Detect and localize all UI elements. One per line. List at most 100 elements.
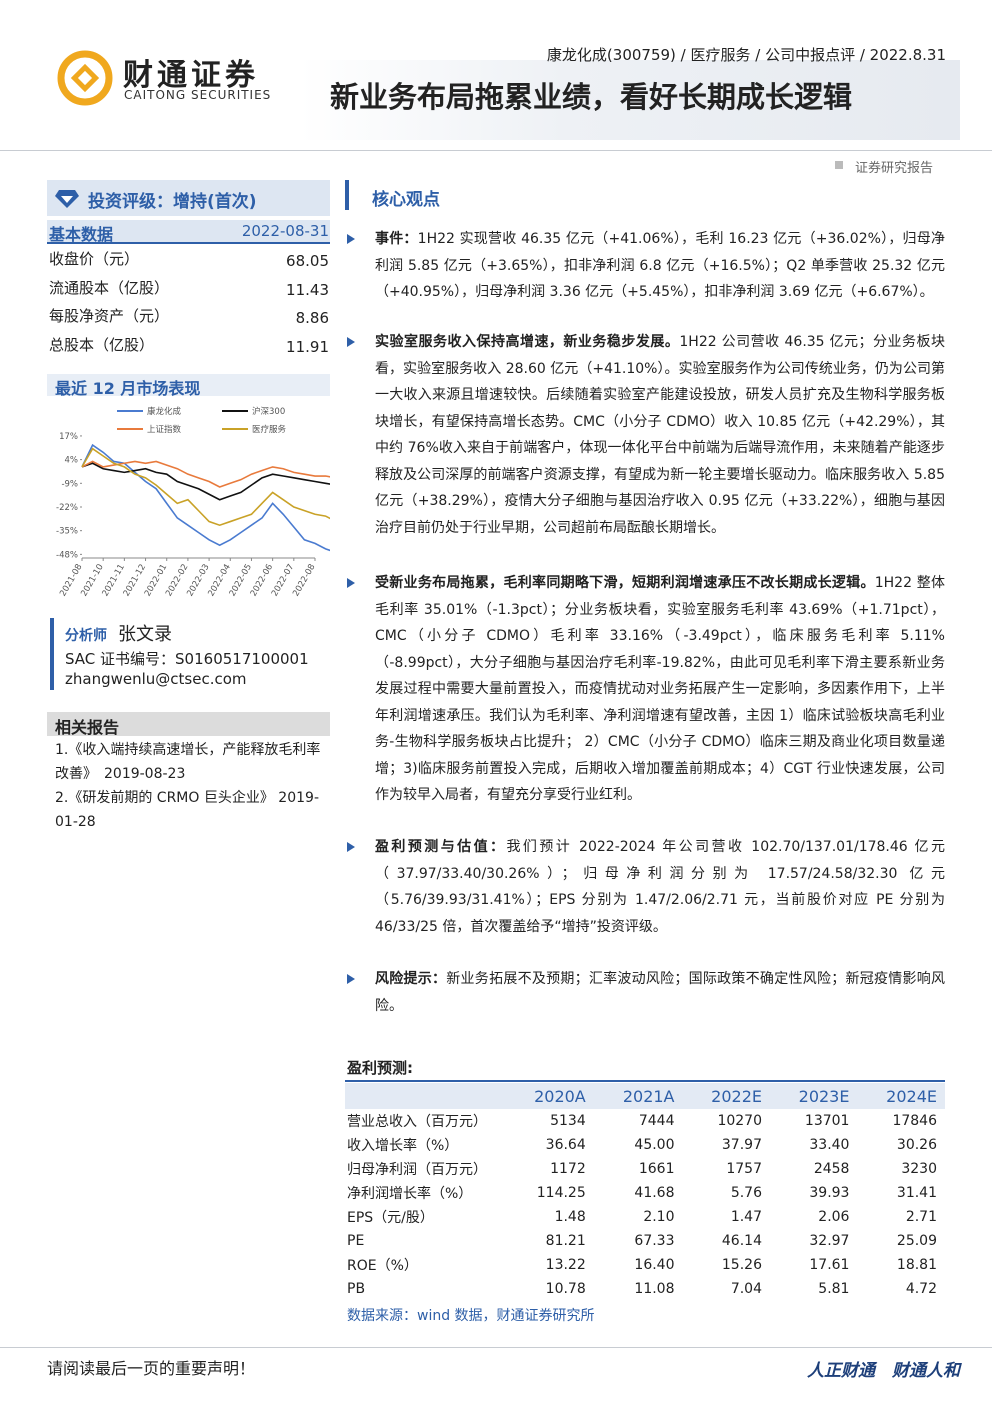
square: [835, 161, 843, 169]
value-cell: 18.81: [896, 1257, 937, 1273]
value-cell: 5.81: [818, 1281, 850, 1297]
series-line: [81, 460, 330, 488]
label-cell: ROE（%）: [347, 1258, 418, 1274]
y-tick-label: -48%: [56, 550, 78, 560]
table-row: ROE（%） 13.22 16.40 15.26 17.61 18.81: [345, 1253, 945, 1277]
bullet-icon: [347, 842, 355, 852]
value-cell: 2.71: [905, 1209, 937, 1225]
related-title: 相关报告: [55, 718, 120, 737]
legend-label: 沪深300: [252, 406, 285, 417]
value-cell: 32.97: [809, 1233, 850, 1249]
market-title: 最近 12 月市场表现: [55, 379, 201, 398]
value-cell: 10.78: [545, 1281, 586, 1297]
bullet-lead: 受新业务布局拖累，毛利率同期略下滑，短期利润增速承压不改长期成长逻辑。: [375, 575, 875, 591]
report-title: 新业务布局拖累业绩，看好长期成长逻辑: [330, 80, 853, 114]
table-row: PB 10.78 11.08 7.04 5.81 4.72: [345, 1277, 945, 1301]
value-cell: 10270: [717, 1113, 762, 1129]
logo-cn: 财通证券: [123, 58, 259, 93]
value-cell: 7444: [638, 1113, 675, 1129]
report-type: 证券研究报告: [855, 161, 934, 176]
value-cell: 17846: [892, 1113, 937, 1129]
bullet-icon: [347, 234, 355, 244]
table-row: 营业总收入（百万元） 5134 7444 10270 13701 17846: [345, 1109, 945, 1133]
table-row: 归母净利润（百万元） 1172 1661 1757 2458 3230: [345, 1157, 945, 1181]
rating: 投资评级：增持(首次): [88, 192, 257, 212]
series-line: [81, 462, 330, 501]
basic-label: 总股本（亿股）: [49, 335, 155, 354]
value-cell: 25.09: [896, 1233, 937, 1249]
header-cell: 2024E: [886, 1086, 937, 1106]
value-cell: 11.08: [634, 1281, 675, 1297]
header-cell: 2021A: [622, 1086, 675, 1106]
bullet-lead: 盈利预测与估值：: [375, 839, 507, 855]
value-cell: 3230: [901, 1161, 937, 1177]
header-cell: 2022E: [711, 1086, 762, 1106]
section-bar: [345, 180, 349, 210]
y-tick-label: -35%: [56, 527, 78, 537]
basic-label: 每股净资产（元）: [49, 307, 170, 325]
value-cell: 13701: [804, 1113, 850, 1129]
related-bar: [47, 712, 330, 736]
table-row: 收入增长率（%） 36.64 45.00 37.97 33.40 30.26: [345, 1133, 945, 1157]
value-cell: 1.47: [730, 1209, 762, 1225]
breadcrumb: 康龙化成(300759) / 医疗服务 / 公司中报点评 / 2022.8.31: [546, 46, 946, 64]
related-item: 2.《研发前期的 CRMO 巨头企业》 2019-01-28: [55, 790, 319, 830]
table-source: 数据来源：wind 数据，财通证券研究所: [347, 1308, 595, 1324]
diamond-icon: [55, 190, 79, 208]
bullet-text: 盈利预测与估值：我们预计 2022-2024 年公司营收 102.70/137.…: [375, 834, 945, 940]
value-cell: 81.21: [545, 1233, 586, 1249]
basic-title: 基本数据: [49, 225, 114, 244]
series-line: [81, 443, 330, 552]
value-cell: 2.10: [643, 1209, 675, 1225]
basic-rows: 收盘价（元） 68.05 流通股本（亿股） 11.43 每股净资产（元） 8.86 总股本（…: [49, 248, 329, 362]
footer-slogan: 人正财通 财通人和: [807, 1361, 960, 1381]
analyst-role: 分析师: [65, 628, 107, 644]
bullet-body: 1H22 实现营收 46.35 亿元（+41.06%），毛利 16.23 亿元（…: [375, 231, 945, 300]
bullet-lead: 事件：: [375, 231, 418, 247]
basic-label: 流通股本（亿股）: [49, 278, 170, 297]
value-cell: 31.41: [896, 1185, 937, 1201]
label-cell: PB: [347, 1281, 366, 1297]
header-cell: 2023E: [798, 1086, 850, 1106]
label-cell: 收入增长率（%）: [347, 1138, 459, 1154]
basic-row: 流通股本（亿股） 11.43: [49, 277, 329, 306]
bullet-text: 受新业务布局拖累，毛利率同期略下滑，短期利润增速承压不改长期成长逻辑。1H22 …: [375, 570, 945, 809]
bullet-text: 实验室服务收入保持高增速，新业务稳步发展。1H22 公司营收 46.35 亿元；…: [375, 329, 945, 541]
value-cell: 41.68: [634, 1185, 675, 1201]
value-cell: 1172: [550, 1161, 586, 1177]
basic-row: 每股净资产（元） 8.86: [49, 305, 329, 334]
value-cell: 5.76: [730, 1185, 762, 1201]
y-tick-label: 17%: [59, 432, 78, 442]
table-row: PE 81.21 67.33 46.14 32.97 25.09: [345, 1229, 945, 1253]
table-row: EPS（元/股） 1.48 2.10 1.47 2.06 2.71: [345, 1205, 945, 1229]
value-cell: 4.72: [905, 1281, 937, 1297]
analyst-name: 张文录: [118, 624, 172, 645]
value-cell: 15.26: [721, 1257, 762, 1273]
basic-bar: [47, 220, 330, 244]
header-rule: [0, 150, 992, 151]
market-bar: [47, 374, 330, 396]
rating-box: [47, 180, 330, 216]
bullet-body: 1H22 整体毛利率 35.01%（-1.3pct）；分业务板块看，实验室服务毛…: [375, 575, 946, 803]
bullet-text: 事件：1H22 实现营收 46.35 亿元（+41.06%），毛利 16.23 …: [375, 226, 945, 306]
value-cell: 5134: [550, 1113, 586, 1129]
label-cell: 营业总收入（百万元）: [347, 1114, 487, 1130]
value-cell: 67.33: [634, 1233, 675, 1249]
market-chart: 17%4%-9%-22%-35%-48%2021-082021-102021-1…: [56, 406, 330, 598]
value-cell: 33.40: [809, 1137, 850, 1153]
label-cell: PE: [347, 1233, 365, 1249]
bullet-body: 我们预计 2022-2024 年公司营收 102.70/137.01/178.4…: [375, 839, 945, 935]
y-tick-label: -22%: [56, 503, 78, 513]
basic-row: 总股本（亿股） 11.91: [49, 334, 329, 363]
analyst-sac: SAC 证书编号：S0160517100001: [65, 650, 309, 668]
bullet-lead: 实验室服务收入保持高增速，新业务稳步发展。: [375, 334, 680, 350]
table-header: 2020A 2021A 2022E 2023E 2024E: [345, 1083, 945, 1109]
bullet-icon: [347, 337, 355, 347]
header-cell: 2020A: [534, 1086, 586, 1106]
analyst-email: zhangwenlu@ctsec.com: [65, 670, 247, 688]
table-title: 盈利预测:: [347, 1059, 413, 1077]
value-cell: 1661: [638, 1161, 675, 1177]
bullet-body: 新业务拓展不及预期；汇率波动风险；国际政策不确定性风险；新冠疫情影响风险。: [375, 971, 946, 1014]
value-cell: 7.04: [730, 1281, 762, 1297]
